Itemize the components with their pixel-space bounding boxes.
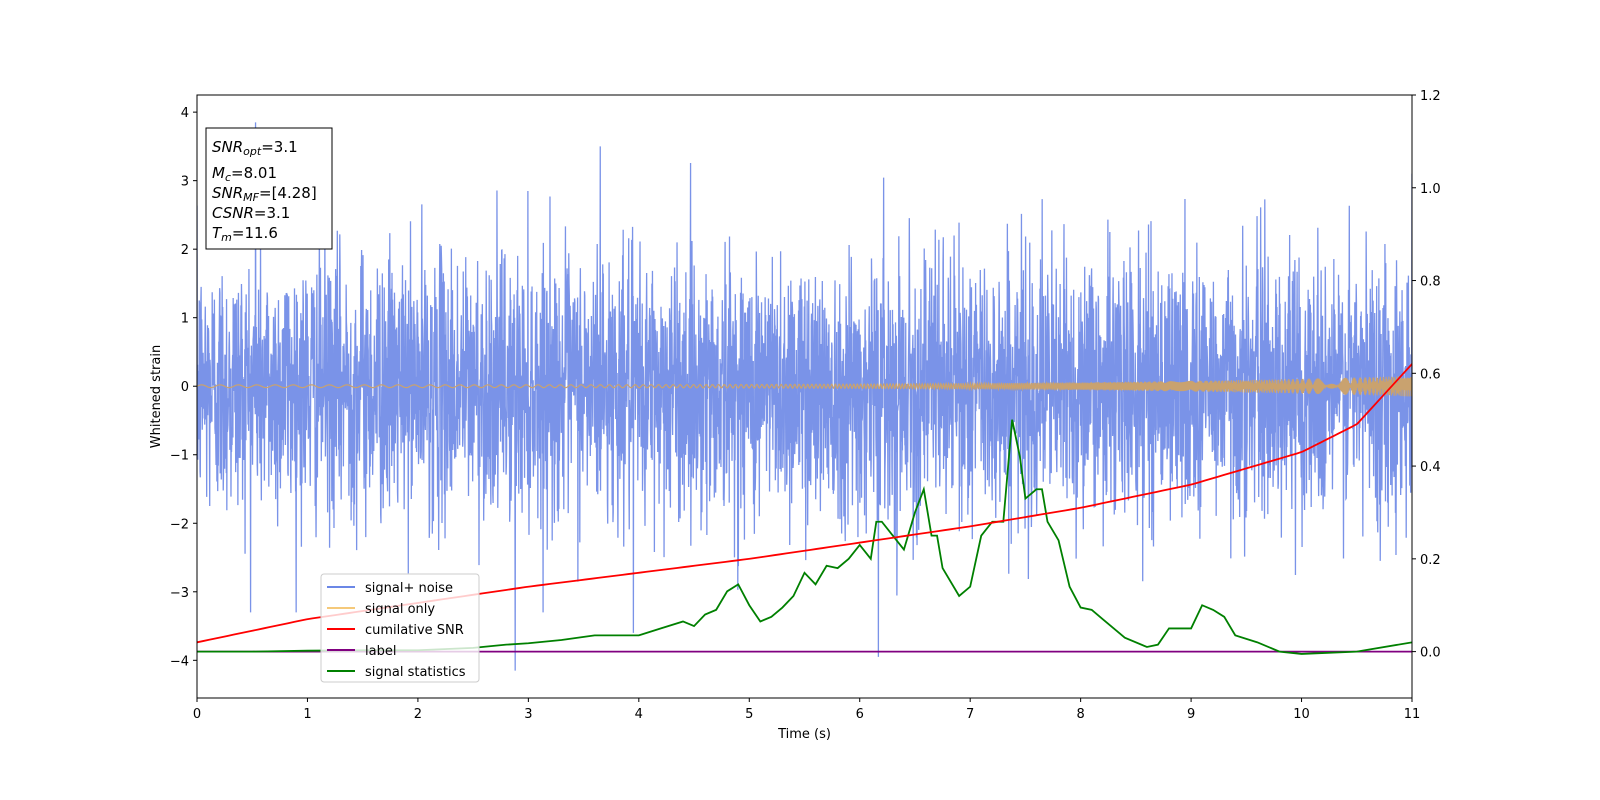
annotation-line: Tm=11.6 [212, 224, 278, 244]
x-axis-label: Time (s) [777, 727, 831, 742]
signal-only-series [197, 376, 1412, 397]
x-tick-label: 1 [303, 707, 311, 722]
y-tick-label: 3 [181, 175, 189, 190]
legend-entry-label: signal+ noise [365, 581, 453, 596]
x-tick-label: 2 [414, 707, 422, 722]
y2-tick-label: 1.2 [1420, 89, 1441, 104]
legend-entry-label: cumilative SNR [365, 623, 464, 638]
legend-frame [320, 573, 480, 683]
x-tick-label: 5 [745, 707, 753, 722]
x-tick-label: 9 [1187, 707, 1195, 722]
signal-statistics-series [197, 419, 1412, 655]
signal-only-line [197, 376, 1412, 397]
y-axis-label: Whitened strain [149, 345, 164, 448]
y2-axis-ticks: 0.0 0.2 0.4 0.6 0.8 1.0 1.2 [1412, 89, 1441, 661]
y2-tick-label: 1.0 [1420, 182, 1441, 197]
y-tick-label: 2 [181, 243, 189, 258]
y-axis-ticks: −4 −3 −2 −1 0 1 2 3 4 [170, 106, 197, 669]
legend-entry-label: signal only [365, 602, 435, 617]
annotation-line: CSNR=3.1 [212, 204, 290, 222]
y2-tick-label: 0.6 [1420, 367, 1441, 382]
y2-tick-label: 0.0 [1420, 646, 1441, 661]
x-tick-label: 4 [635, 707, 643, 722]
signal-plus-noise-line [197, 122, 1412, 671]
x-tick-label: 10 [1293, 707, 1310, 722]
legend: signal+ noise signal only cumilative SNR la… [320, 573, 480, 683]
plot-area-frame [196, 94, 1413, 699]
signal-plus-noise-series [197, 122, 1412, 671]
x-tick-label: 8 [1076, 707, 1084, 722]
x-tick-label: 3 [524, 707, 532, 722]
annotation-line: SNRopt=3.1 [212, 138, 298, 158]
y2-tick-label: 0.8 [1420, 275, 1441, 290]
x-tick-label: 6 [856, 707, 864, 722]
annotation-line: SNRMF=[4.28] [212, 184, 317, 204]
y-tick-label: −3 [170, 586, 189, 601]
signal-statistics-line [197, 419, 1412, 655]
y2-tick-label: 0.4 [1420, 460, 1441, 475]
x-tick-label: 0 [193, 707, 201, 722]
annotation-line: Mc=8.01 [212, 164, 277, 184]
legend-entry-label: signal statistics [365, 665, 466, 680]
x-tick-label: 11 [1404, 707, 1421, 722]
annotation-frame [205, 127, 333, 250]
x-axis-ticks: 0 1 2 3 4 5 6 7 8 9 10 11 [193, 698, 1420, 722]
x-tick-label: 7 [966, 707, 974, 722]
legend-entry-label: label [365, 644, 396, 659]
y-tick-label: 0 [181, 380, 189, 395]
y-tick-label: 1 [181, 312, 189, 327]
y2-tick-label: 0.2 [1420, 553, 1441, 568]
y-tick-label: 4 [181, 106, 189, 121]
y-tick-label: −2 [170, 517, 189, 532]
y-tick-label: −4 [170, 654, 189, 669]
y-tick-label: −1 [170, 449, 189, 464]
